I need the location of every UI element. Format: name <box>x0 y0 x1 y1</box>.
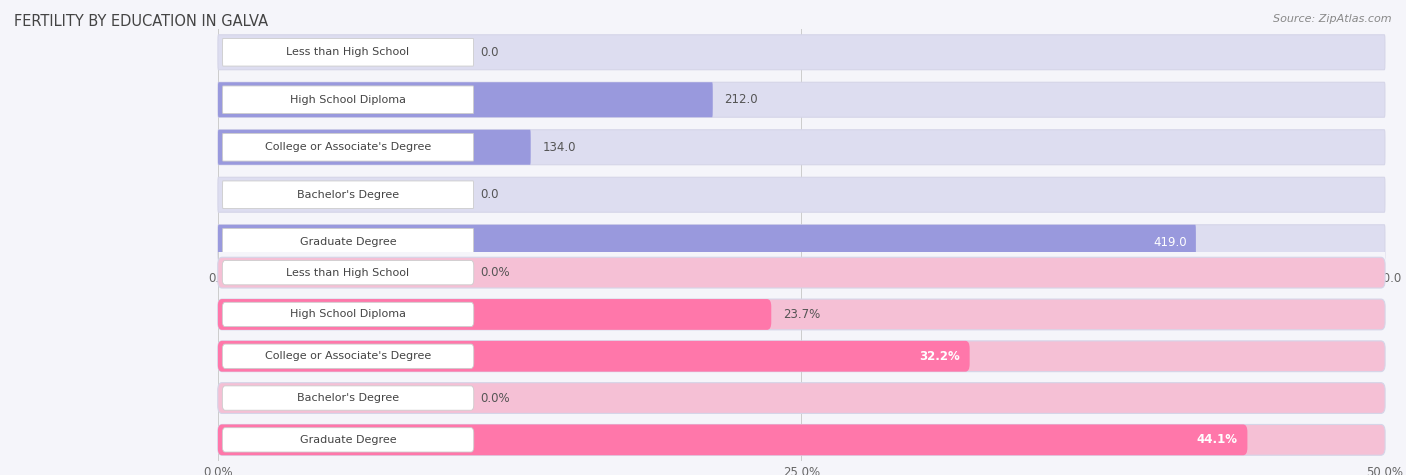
Text: Less than High School: Less than High School <box>287 267 409 278</box>
Text: 44.1%: 44.1% <box>1197 433 1237 446</box>
Text: Bachelor's Degree: Bachelor's Degree <box>297 190 399 200</box>
Text: 0.0: 0.0 <box>481 46 499 59</box>
FancyBboxPatch shape <box>222 344 474 369</box>
FancyBboxPatch shape <box>222 38 474 66</box>
FancyBboxPatch shape <box>218 82 1385 117</box>
FancyBboxPatch shape <box>218 425 1385 455</box>
FancyBboxPatch shape <box>222 86 474 114</box>
FancyBboxPatch shape <box>218 225 1385 260</box>
FancyBboxPatch shape <box>218 177 1385 212</box>
FancyBboxPatch shape <box>222 302 474 327</box>
FancyBboxPatch shape <box>218 383 1385 413</box>
Text: 0.0: 0.0 <box>481 188 499 201</box>
Text: Less than High School: Less than High School <box>287 47 409 57</box>
Text: 0.0%: 0.0% <box>481 266 510 279</box>
FancyBboxPatch shape <box>218 35 1385 70</box>
FancyBboxPatch shape <box>222 428 474 452</box>
Text: 0.0%: 0.0% <box>481 391 510 405</box>
Text: 32.2%: 32.2% <box>920 350 960 363</box>
Text: Source: ZipAtlas.com: Source: ZipAtlas.com <box>1274 14 1392 24</box>
FancyBboxPatch shape <box>218 425 1247 455</box>
FancyBboxPatch shape <box>218 299 772 330</box>
Text: High School Diploma: High School Diploma <box>290 309 406 320</box>
Text: 212.0: 212.0 <box>724 93 758 106</box>
Text: Graduate Degree: Graduate Degree <box>299 237 396 247</box>
Text: College or Associate's Degree: College or Associate's Degree <box>264 351 432 361</box>
FancyBboxPatch shape <box>218 257 1385 288</box>
Text: FERTILITY BY EDUCATION IN GALVA: FERTILITY BY EDUCATION IN GALVA <box>14 14 269 29</box>
Text: High School Diploma: High School Diploma <box>290 95 406 105</box>
FancyBboxPatch shape <box>218 130 1385 165</box>
FancyBboxPatch shape <box>222 386 474 410</box>
Text: 23.7%: 23.7% <box>783 308 820 321</box>
FancyBboxPatch shape <box>218 130 530 165</box>
FancyBboxPatch shape <box>218 225 1197 260</box>
FancyBboxPatch shape <box>218 341 970 371</box>
FancyBboxPatch shape <box>218 341 1385 371</box>
FancyBboxPatch shape <box>222 181 474 209</box>
Text: 419.0: 419.0 <box>1153 236 1187 249</box>
Text: 134.0: 134.0 <box>543 141 576 154</box>
Text: College or Associate's Degree: College or Associate's Degree <box>264 142 432 152</box>
FancyBboxPatch shape <box>222 133 474 161</box>
FancyBboxPatch shape <box>218 82 713 117</box>
Text: Bachelor's Degree: Bachelor's Degree <box>297 393 399 403</box>
FancyBboxPatch shape <box>218 299 1385 330</box>
FancyBboxPatch shape <box>222 260 474 285</box>
Text: Graduate Degree: Graduate Degree <box>299 435 396 445</box>
FancyBboxPatch shape <box>222 228 474 256</box>
